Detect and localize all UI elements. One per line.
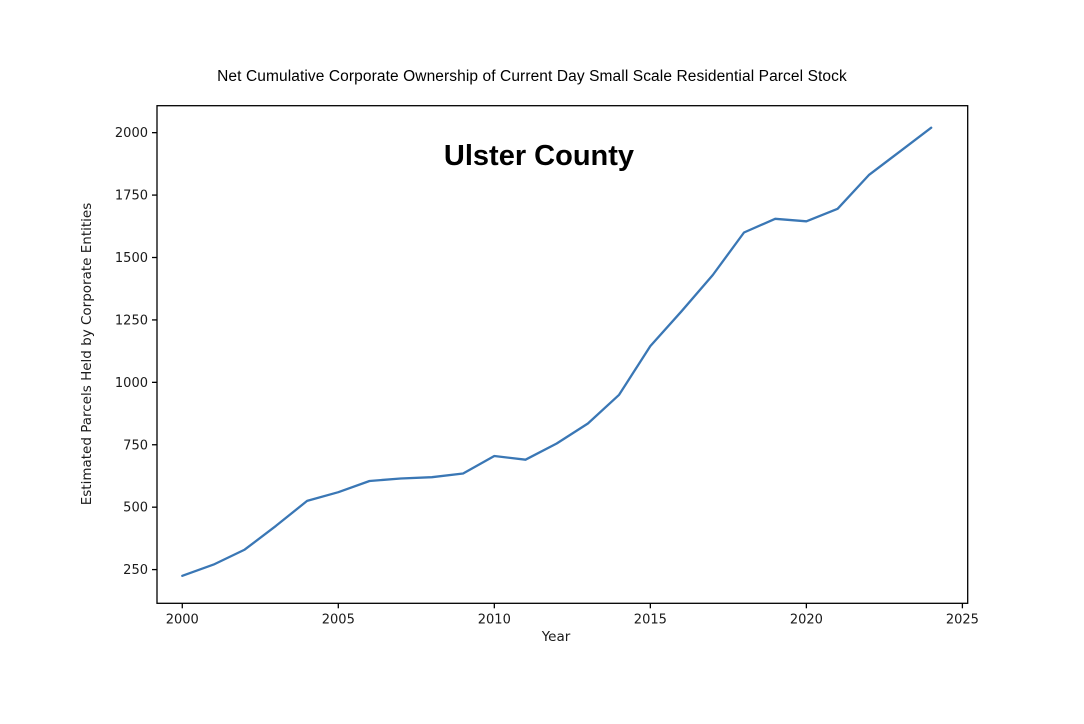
y-tick-label: 250 [123,563,148,578]
y-tick-label: 500 [123,501,148,516]
x-tick-label: 2025 [946,612,979,627]
axes-frame [156,105,969,604]
data-line [181,126,933,577]
chart-title: Net Cumulative Corporate Ownership of Cu… [217,68,847,85]
x-tick-label: 2000 [166,612,199,627]
y-tick-label: 1250 [115,313,148,328]
x-tick-label: 2020 [790,612,823,627]
county-annotation: Ulster County [443,140,635,172]
y-tick-label: 1000 [115,376,148,391]
x-axis-label: Year [541,629,571,645]
y-tick-label: 1750 [115,189,148,204]
y-tick-label: 750 [123,438,148,453]
x-tick-label: 2005 [322,612,355,627]
y-tick-label: 2000 [115,126,148,141]
x-tick-label: 2015 [634,612,667,627]
y-axis-label: Estimated Parcels Held by Corporate Enti… [79,202,95,506]
x-tick-label: 2010 [478,612,511,627]
y-tick-label: 1500 [115,251,148,266]
